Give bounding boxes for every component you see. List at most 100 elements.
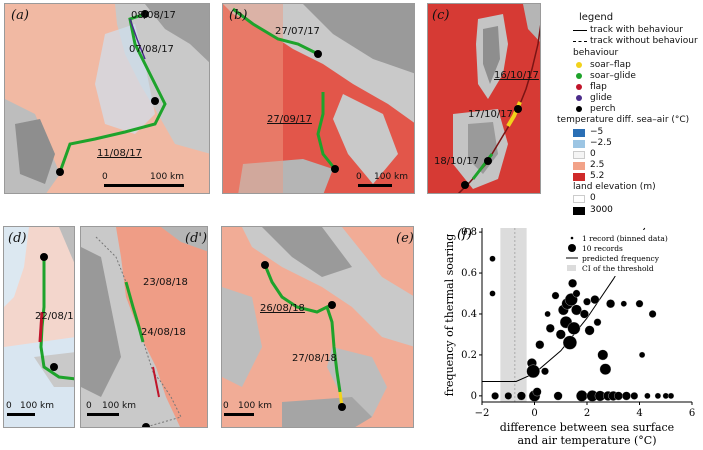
map-panel-a: (a) 08/08/17 07/08/17 11/08/17 0 100 km [4, 3, 210, 194]
data-point [504, 392, 513, 400]
data-point [597, 349, 609, 361]
color-swatch [573, 173, 585, 181]
perch-dot-icon [576, 106, 582, 112]
y-axis-label: frequency of thermal soaring [443, 234, 456, 397]
legend-temp-title: temperature diff. sea–air (°C) [557, 115, 690, 125]
ci-band [500, 228, 527, 402]
date-label: 27/07/17 [275, 26, 320, 37]
scale-bar: 0 100 km [356, 172, 414, 193]
y-tick-label: 0.8 [461, 227, 477, 238]
data-point [590, 295, 600, 305]
chart-legend-label: CI of the threshold [582, 264, 654, 273]
panel-d-prime-label: (d') [185, 231, 208, 246]
date-label: 27/08/18 [292, 353, 337, 364]
soar-glide-dot-icon [576, 73, 582, 79]
flap-dot-icon [576, 84, 582, 90]
data-point [526, 364, 540, 379]
date-label: 18/10/17 [434, 156, 479, 167]
y-tick-label: 0 [471, 391, 477, 402]
panel-f-label: (f) [457, 227, 472, 242]
chart-f-scatter: −2 0 2 4 6 0 0.2 0.4 0.6 0.8(f)frequency of therm… [443, 227, 695, 447]
map-panel-e: (e) 26/08/18 27/08/18 0 100 km [221, 226, 414, 428]
scale-distance: 100 km [20, 401, 55, 411]
data-point [489, 290, 496, 297]
x-axis-label: and air temperature (°C) [517, 434, 656, 447]
x-tick-label: 0 [531, 408, 537, 419]
scale-bar: 0 100 km [86, 401, 157, 423]
x-tick-label: 4 [636, 408, 642, 419]
date-label: 07/08/17 [129, 44, 174, 55]
data-point [648, 310, 657, 318]
legend-box-icon [567, 265, 576, 271]
date-label: 26/08/18 [260, 303, 305, 314]
data-point [654, 392, 662, 400]
legend-big-dot-icon [568, 244, 576, 252]
map-c-graphic [428, 4, 540, 193]
x-tick-label: −2 [475, 408, 490, 419]
scale-zero: 0 [102, 172, 108, 182]
data-point [562, 335, 577, 350]
map-panel-c: (c) 16/10/17 17/10/17 18/10/17 [427, 3, 541, 194]
data-point [567, 321, 581, 335]
solid-line-icon [573, 30, 587, 31]
data-point [606, 299, 616, 309]
panel-c-label: (c) [432, 8, 450, 23]
panel-a-label: (a) [11, 8, 29, 23]
data-point [599, 363, 612, 375]
panel-d-label: (d) [8, 231, 27, 246]
data-point [579, 309, 589, 319]
data-point [491, 392, 499, 400]
x-tick-label: 2 [584, 408, 590, 419]
map-e-graphic [222, 227, 413, 427]
legend-small-dot-icon [570, 236, 574, 240]
scale-zero: 0 [223, 401, 229, 411]
map-legend: legend track with behaviour track withou… [557, 12, 698, 203]
map-panel-d-prime: (d') 23/08/18 24/08/18 0 100 km [80, 226, 208, 428]
color-swatch [573, 140, 585, 148]
data-point [614, 391, 623, 401]
scale-bar: 0 100 km [223, 401, 294, 423]
date-label: 08/08/17 [131, 10, 176, 21]
data-point [532, 387, 542, 397]
color-swatch [573, 162, 585, 170]
data-point [541, 367, 549, 376]
data-point [667, 392, 675, 400]
data-point [553, 391, 563, 401]
date-label: 16/10/17 [494, 70, 539, 81]
data-point [555, 329, 566, 340]
data-point [545, 323, 555, 333]
data-point [620, 300, 627, 307]
panel-b-label: (b) [229, 8, 248, 23]
legend-title: legend [579, 12, 614, 23]
legend-behaviour-title: behaviour [573, 48, 619, 58]
chart-legend-bg [562, 230, 666, 276]
data-point [630, 392, 639, 400]
y-tick-label: 0.2 [461, 350, 477, 361]
scale-bar: 0 100 km [6, 401, 74, 423]
color-swatch [573, 151, 585, 159]
date-label: 17/10/17 [468, 109, 513, 120]
legend-elev-title: land elevation (m) [573, 182, 656, 192]
map-a-graphic [5, 4, 209, 193]
soar-flap-dot-icon [576, 62, 582, 68]
data-point [635, 299, 644, 308]
data-point [621, 391, 631, 401]
scale-bar: 0 100 km [102, 172, 194, 193]
color-swatch [573, 207, 585, 215]
scale-zero: 0 [6, 401, 12, 411]
data-point [638, 351, 646, 359]
data-point [489, 255, 496, 262]
date-label: 11/08/17 [97, 148, 142, 159]
data-point [568, 278, 578, 288]
chart-legend-label: 1 record (binned data) [582, 234, 668, 243]
data-point [544, 310, 551, 318]
data-point [551, 291, 560, 300]
x-tick-label: 6 [689, 408, 695, 419]
data-point [644, 392, 651, 400]
date-label: 22/08/18 [35, 311, 74, 322]
data-point [572, 289, 581, 298]
date-label: 27/09/17 [267, 114, 312, 125]
y-tick-label: 0.4 [461, 309, 477, 320]
map-d-graphic [4, 227, 74, 427]
map-d-prime-graphic [81, 227, 207, 427]
